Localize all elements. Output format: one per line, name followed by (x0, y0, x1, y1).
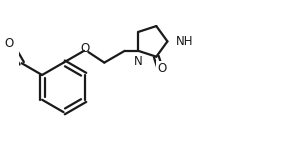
Text: O: O (80, 42, 90, 55)
Text: O: O (4, 37, 13, 50)
Text: NH: NH (176, 35, 194, 48)
Text: N: N (134, 55, 143, 68)
Text: O: O (157, 62, 166, 75)
